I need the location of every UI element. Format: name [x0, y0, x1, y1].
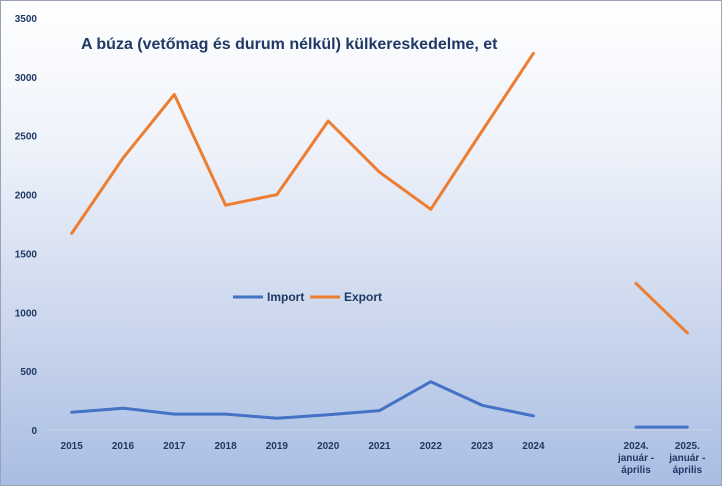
y-tick-label: 500 — [20, 367, 37, 378]
y-axis: 0 500 1000 1500 2000 2500 3000 3500 — [15, 14, 38, 437]
x-tick-label: 2024 — [522, 441, 545, 452]
x-axis: 2015 2016 2017 2018 2019 2020 2021 2022 2023 2024… — [61, 441, 706, 476]
x-tick-label: 2024. január -április — [617, 441, 654, 476]
x-tick-label: 2017 — [163, 441, 186, 452]
x-tick-label: 2015 — [61, 441, 84, 452]
x-tick-label: 2019 — [266, 441, 289, 452]
legend-label-export: Export — [344, 290, 382, 304]
legend: Import Export — [233, 290, 382, 304]
series-line-export — [70, 51, 535, 235]
y-tick-label: 3000 — [15, 73, 38, 84]
series-lines — [70, 51, 689, 429]
legend-label-import: Import — [267, 290, 304, 304]
y-tick-label: 1000 — [15, 308, 38, 319]
y-tick-label: 2000 — [15, 191, 38, 202]
series-line-import — [70, 380, 535, 420]
series-line-export — [634, 281, 689, 335]
x-tick-label: 2022 — [420, 441, 443, 452]
x-tick-label: 2025. január -április — [668, 441, 705, 476]
x-tick-label: 2020 — [317, 441, 340, 452]
chart-title: A búza (vetőmag és durum nélkül) külkere… — [81, 36, 498, 53]
y-tick-label: 3500 — [15, 14, 38, 25]
x-tick-label: 2021 — [368, 441, 391, 452]
y-tick-label: 1500 — [15, 249, 38, 260]
x-tick-label: 2016 — [112, 441, 135, 452]
y-tick-label: 0 — [31, 426, 37, 437]
x-tick-label: 2023 — [471, 441, 494, 452]
x-tick-label: 2018 — [214, 441, 237, 452]
y-tick-label: 2500 — [15, 132, 38, 143]
